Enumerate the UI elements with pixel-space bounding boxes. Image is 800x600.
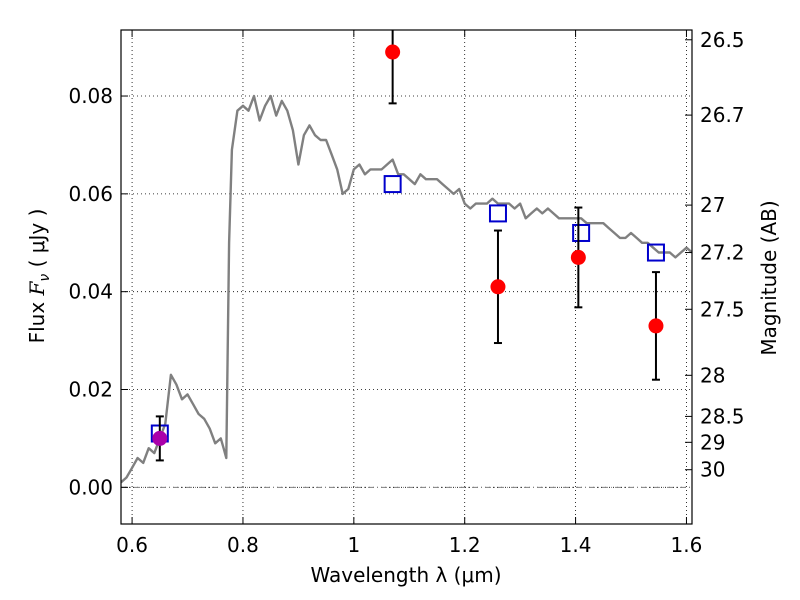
- y-axis-label-subscript: ν: [37, 274, 53, 282]
- y-tick-label: 0.02: [68, 377, 113, 401]
- right-axis-label: Magnitude (AB): [757, 200, 781, 355]
- right-tick-label: 26.7: [700, 103, 745, 127]
- y-tick-label: 0.04: [68, 280, 113, 304]
- observed-flux-point: [152, 430, 168, 446]
- y-ticks-layer: 0.00 0.02 0.04 0.06 0.08: [68, 84, 128, 499]
- right-tick-label: 30: [700, 458, 725, 482]
- right-tick-label: 29: [700, 430, 725, 454]
- right-tick-label: 28: [700, 363, 725, 387]
- x-tick-label: 1: [347, 533, 360, 557]
- x-tick-label: 0.6: [116, 533, 148, 557]
- plot-frame: [120, 29, 693, 525]
- model-photometry-square: [572, 223, 591, 242]
- right-tick-label: 27.2: [700, 241, 745, 265]
- observed-flux-point: [648, 318, 664, 334]
- model-photometry-square: [383, 175, 402, 194]
- right-ticks-layer: 26.5 26.7 27 27.2 27.5 28 28.529 30: [685, 28, 745, 482]
- model-photometry-square: [488, 204, 507, 223]
- observed-flux-point: [385, 44, 401, 60]
- right-tick-label: 27.5: [700, 297, 745, 321]
- x-tick-label: 1.6: [671, 533, 703, 557]
- x-tick-label: 0.8: [227, 533, 259, 557]
- grid-layer: [121, 30, 692, 524]
- x-axis-label: Wavelength λ (μm): [310, 563, 501, 587]
- y-axis-label-symbol: F: [25, 280, 49, 296]
- model-photometry-square: [646, 243, 665, 262]
- y-tick-label: 0.06: [68, 182, 113, 206]
- y-tick-label: 0.08: [68, 84, 113, 108]
- data-layer: [121, 30, 692, 484]
- y-axis-label-prefix: Flux: [25, 295, 49, 343]
- right-tick-label: 26.5: [700, 28, 745, 52]
- y-axis-label-suffix: ( μJy ): [25, 209, 49, 274]
- x-tick-label: 1.2: [449, 533, 481, 557]
- model-spectrum-line: [121, 94, 692, 484]
- observed-flux-point: [490, 279, 506, 295]
- right-tick-label: 28.5: [700, 404, 745, 428]
- y-tick-label: 0.00: [68, 475, 113, 499]
- observed-flux-point: [570, 249, 586, 265]
- x-ticks-layer: 0.6 0.8 1 1.2 1.4 1.6: [116, 30, 702, 557]
- y-axis-label: Flux Fν ( μJy ): [25, 209, 53, 344]
- x-tick-label: 1.4: [560, 533, 592, 557]
- right-tick-label: 27: [700, 193, 725, 217]
